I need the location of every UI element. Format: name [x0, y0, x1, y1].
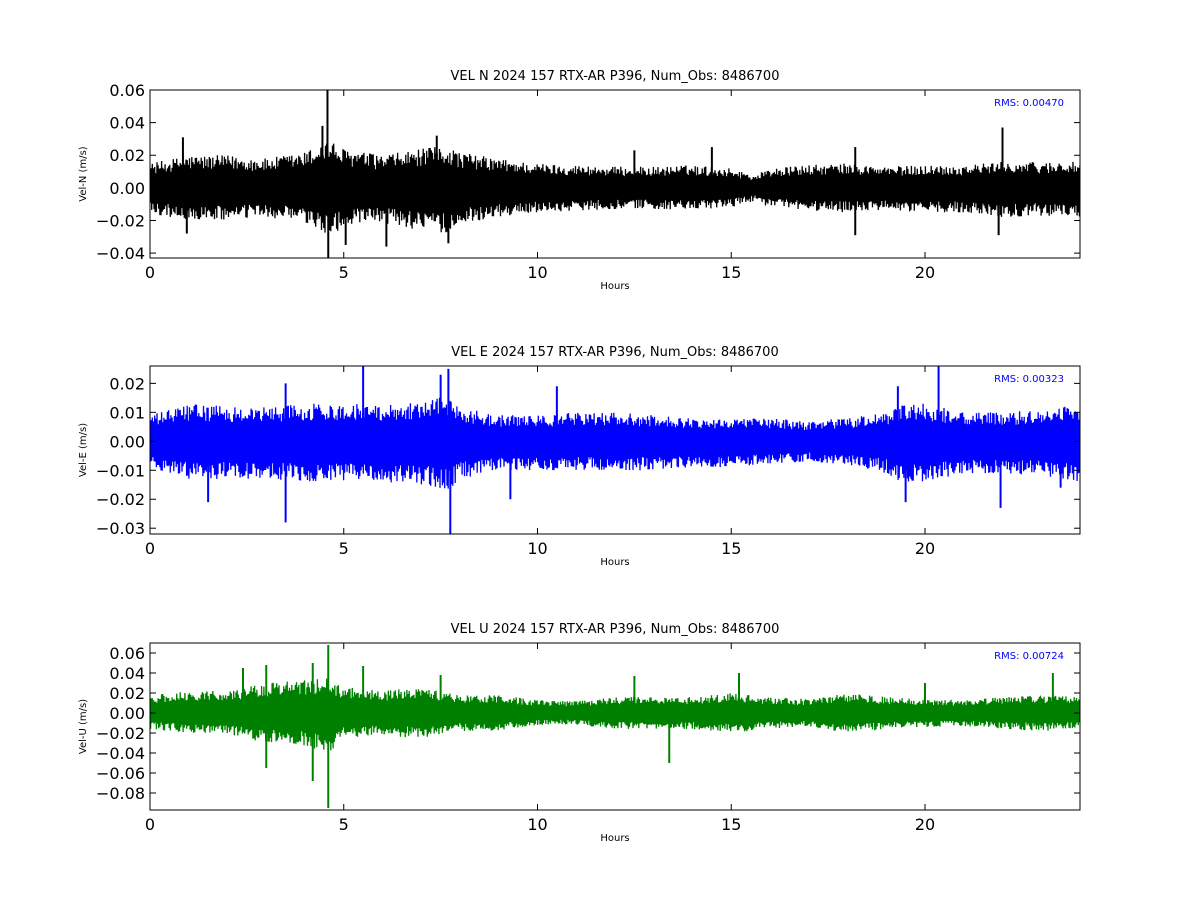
x-tick-label: 10	[527, 815, 547, 834]
x-tick-label: 5	[339, 539, 349, 558]
y-tick-label: −0.02	[96, 490, 145, 509]
y-axis-label: Vel-U (m/s)	[78, 699, 89, 754]
data-series	[150, 366, 1080, 534]
x-tick-label: 15	[721, 539, 741, 558]
axes-frame	[149, 89, 1081, 259]
data-trace-line	[150, 678, 1080, 751]
y-tick-label: 0.00	[109, 179, 145, 198]
x-tick-label: 0	[145, 263, 155, 282]
y-tick-label: 0.02	[109, 684, 145, 703]
x-tick-label: 20	[915, 815, 935, 834]
x-tick-label: 20	[915, 263, 935, 282]
x-axis-label: Hours	[600, 833, 629, 844]
x-tick-label: 0	[145, 815, 155, 834]
data-series	[150, 90, 1080, 258]
x-tick-label: 15	[721, 263, 741, 282]
subplot-title: VEL N 2024 157 RTX-AR P396, Num_Obs: 848…	[451, 69, 780, 84]
y-tick-label: −0.04	[96, 744, 145, 763]
x-axis-label: Hours	[600, 557, 629, 568]
y-tick-label: −0.06	[96, 764, 145, 783]
x-axis-label: Hours	[600, 281, 629, 292]
y-tick-label: 0.04	[109, 664, 145, 683]
y-tick-label: −0.08	[96, 784, 145, 803]
y-tick-label: 0.00	[109, 432, 145, 451]
subplot-title: VEL U 2024 157 RTX-AR P396, Num_Obs: 848…	[451, 622, 780, 637]
subplot-2: VEL U 2024 157 RTX-AR P396, Num_Obs: 848…	[78, 622, 1081, 844]
subplot-title: VEL E 2024 157 RTX-AR P396, Num_Obs: 848…	[451, 345, 778, 360]
y-tick-label: −0.02	[96, 211, 145, 230]
y-tick-label: 0.04	[109, 114, 145, 133]
y-tick-label: −0.01	[96, 461, 145, 480]
rms-annotation: RMS: 0.00470	[994, 98, 1064, 109]
y-tick-label: −0.04	[96, 244, 145, 263]
data-series	[150, 645, 1080, 808]
y-tick-label: 0.06	[109, 81, 145, 100]
data-trace-line	[150, 397, 1080, 489]
y-axis-label: Vel-N (m/s)	[78, 146, 89, 201]
y-tick-label: −0.02	[96, 724, 145, 743]
y-axis-label: Vel-E (m/s)	[78, 423, 89, 477]
x-tick-label: 10	[527, 263, 547, 282]
y-tick-label: 0.06	[109, 644, 145, 663]
axes-frame	[149, 365, 1081, 535]
x-tick-label: 10	[527, 539, 547, 558]
rms-annotation: RMS: 0.00323	[994, 374, 1064, 385]
x-tick-label: 5	[339, 263, 349, 282]
axes-frame	[149, 642, 1081, 811]
y-tick-label: −0.03	[96, 519, 145, 538]
y-tick-label: 0.02	[109, 146, 145, 165]
subplot-1: VEL E 2024 157 RTX-AR P396, Num_Obs: 848…	[78, 345, 1081, 568]
rms-annotation: RMS: 0.00724	[994, 651, 1064, 662]
x-tick-label: 15	[721, 815, 741, 834]
y-tick-label: 0.01	[109, 403, 145, 422]
y-tick-label: 0.02	[109, 374, 145, 393]
y-tick-label: 0.00	[109, 704, 145, 723]
subplot-0: VEL N 2024 157 RTX-AR P396, Num_Obs: 848…	[78, 69, 1081, 292]
subplot-group: VEL N 2024 157 RTX-AR P396, Num_Obs: 848…	[78, 69, 1081, 844]
data-trace-line	[150, 143, 1080, 233]
x-tick-label: 0	[145, 539, 155, 558]
x-tick-label: 20	[915, 539, 935, 558]
x-tick-label: 5	[339, 815, 349, 834]
